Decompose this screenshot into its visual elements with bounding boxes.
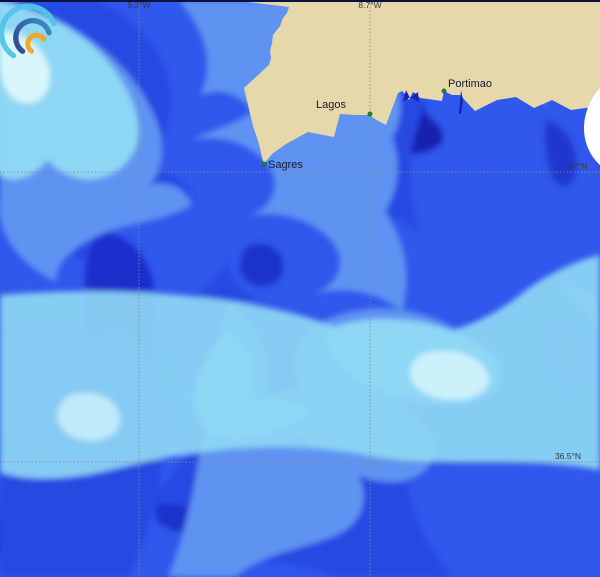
svg-text:Lagos: Lagos [316,99,346,111]
svg-text:Sagres: Sagres [268,159,303,171]
svg-text:Portimao: Portimao [448,78,492,90]
svg-text:36.5°N: 36.5°N [555,451,581,461]
svg-text:37°N: 37°N [569,161,588,171]
